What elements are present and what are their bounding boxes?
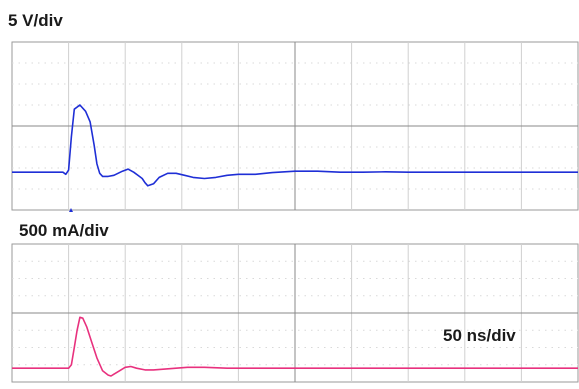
time-scale-label: 50 ns/div (443, 326, 516, 345)
trigger-arrow-icon (69, 208, 73, 212)
current-scale-label: 500 mA/div (17, 221, 111, 240)
trigger-marker (69, 208, 73, 212)
voltage-trace (12, 104, 578, 187)
current-channel-panel (11, 243, 579, 383)
current-trace (12, 316, 578, 377)
voltage-scale-label: 5 V/div (8, 11, 63, 30)
voltage-channel-panel (11, 41, 579, 211)
